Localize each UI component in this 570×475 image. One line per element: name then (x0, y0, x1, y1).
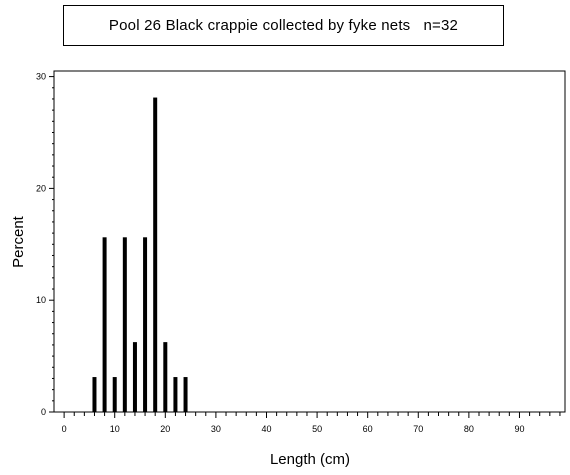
x-tick-label: 70 (413, 424, 423, 434)
x-tick-label: 40 (261, 424, 271, 434)
bar (102, 237, 107, 412)
x-axis-title: Length (cm) (270, 451, 350, 468)
bars-group (92, 97, 188, 412)
bar (132, 342, 137, 412)
bar (153, 97, 158, 412)
bar (163, 342, 168, 412)
x-tick-label: 60 (363, 424, 373, 434)
x-tick-label: 50 (312, 424, 322, 434)
chart-title: Pool 26 Black crappie collected by fyke … (108, 17, 459, 34)
plot-frame (53, 70, 566, 413)
bar (92, 377, 97, 412)
bar (183, 377, 188, 412)
x-tick-label: 20 (160, 424, 170, 434)
y-tick-label: 0 (41, 407, 46, 417)
bar (122, 237, 127, 412)
x-tick-label: 10 (110, 424, 120, 434)
bar (173, 377, 178, 412)
x-tick-label: 80 (464, 424, 474, 434)
x-tick-label: 0 (62, 424, 67, 434)
y-tick-label: 20 (36, 183, 46, 193)
bar (143, 237, 148, 412)
y-tick-label: 30 (36, 72, 46, 82)
x-tick-label: 90 (514, 424, 524, 434)
y-axis: 0 10 20 30 (36, 72, 54, 417)
x-tick-label: 30 (211, 424, 221, 434)
x-axis: 0 10 20 30 40 50 60 70 80 90 (62, 412, 561, 434)
bar (112, 377, 117, 412)
y-axis-title: Percent (10, 215, 27, 268)
y-tick-label: 10 (36, 295, 46, 305)
chart-title-box: Pool 26 Black crappie collected by fyke … (63, 5, 504, 46)
